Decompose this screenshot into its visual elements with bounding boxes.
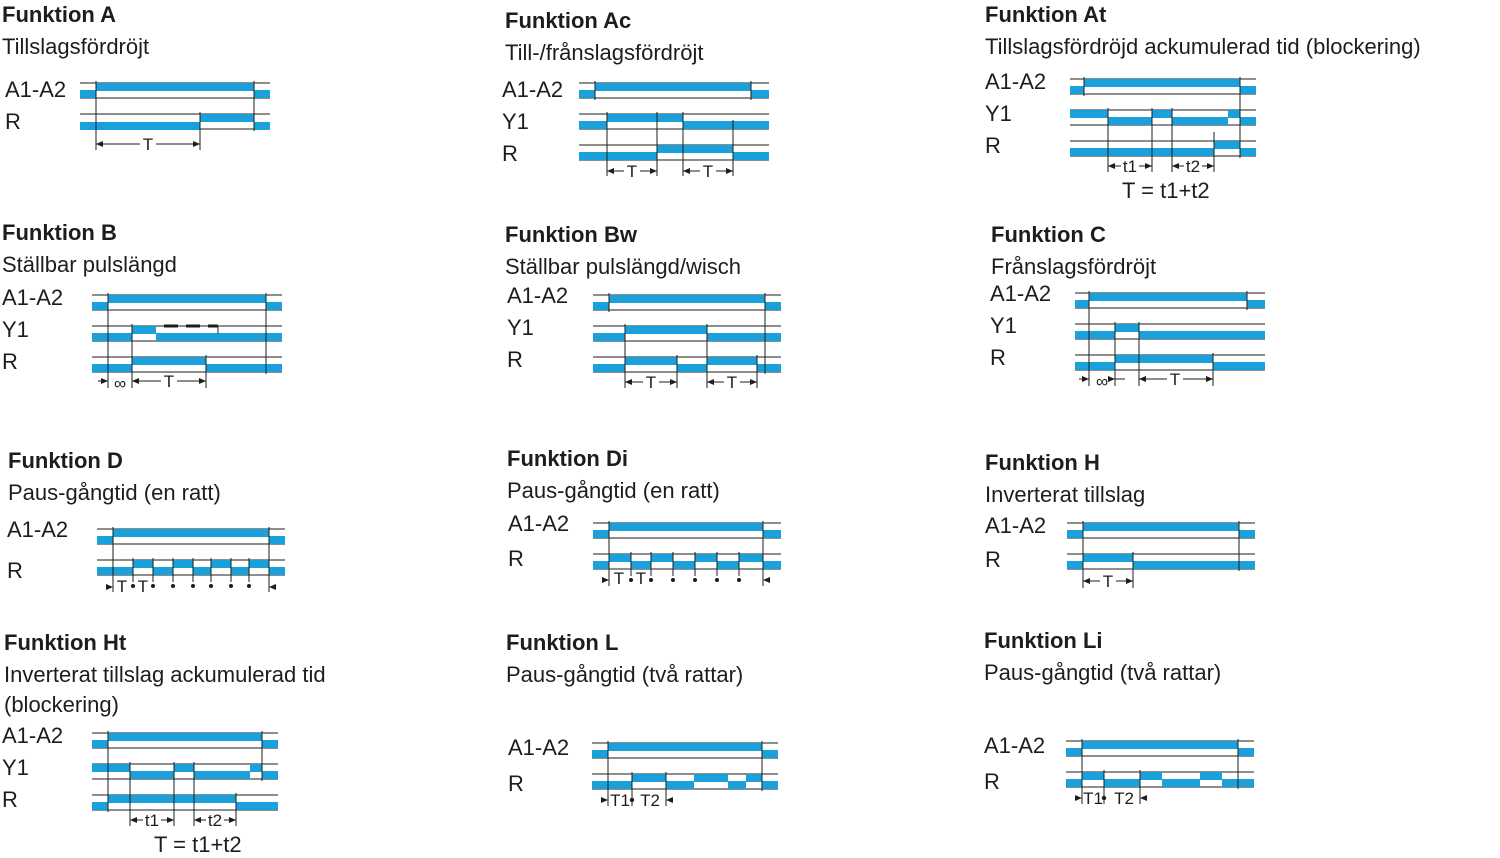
signal-label-a1a2: A1-A2 [2,723,64,748]
signal-label-y1: Y1 [507,315,534,340]
run-mark-t: T [614,569,624,588]
signal-label-a1a2: A1-A2 [990,281,1052,306]
function-title: Funktion At [985,2,1107,27]
run-mark-t: T [138,577,148,596]
function-title: Funktion A [2,2,117,27]
run-mark-t1: T1 [1083,789,1103,808]
timing-diagram: T1 T2 [592,741,778,810]
signal-label-y1: Y1 [2,755,29,780]
function-title: Funktion C [991,222,1106,247]
signal-label-r: R [7,558,23,583]
timing-diagram: ∞ T [92,293,282,393]
pause-mark-t: T [636,569,646,588]
time-equation: T = t1+t2 [1122,178,1210,203]
signal-label-a1a2: A1-A2 [508,511,570,536]
signal-label-r: R [985,547,1001,572]
function-subtitle: Tillslagsfördröjt [2,34,150,59]
pause-mark-t: T [117,577,127,596]
signal-label-a1a2: A1-A2 [507,283,569,308]
run-mark-t2: T2 [640,791,660,810]
time-equation: T = t1+t2 [154,832,242,857]
function-title: Funktion Li [984,628,1103,653]
signal-label-r: R [985,133,1001,158]
timing-diagram: T [1067,521,1255,591]
delay-mark-t: T [646,373,656,392]
function-title: Funktion H [985,450,1100,475]
delay-mark-t: T [1170,370,1180,389]
time-mark-t2: t2 [1186,157,1200,176]
infinity-mark: ∞ [114,374,126,393]
signal-label-r: R [2,787,18,812]
signal-label-r: R [508,546,524,571]
function-title: Funktion Di [507,446,628,471]
function-title: Funktion Bw [505,222,637,247]
function-title: Funktion Ht [4,630,127,655]
signal-label-a1a2: A1-A2 [985,513,1047,538]
function-title: Funktion B [2,220,117,245]
function-subtitle: Ställbar pulslängd [2,252,177,277]
signal-label-a1a2: A1-A2 [985,69,1047,94]
signal-label-y1: Y1 [985,101,1012,126]
signal-label-y1: Y1 [502,109,529,134]
function-subtitle: Paus-gångtid (två rattar) [506,662,744,687]
timing-diagram: t1 t2 [1070,77,1256,176]
timing-diagram: T T [593,293,781,392]
timing-diagram: T [80,81,270,154]
pause-mark-t1: T1 [610,791,630,810]
signal-label-a1a2: A1-A2 [502,77,564,102]
function-subtitle: Paus-gångtid (en ratt) [8,480,221,505]
function-subtitle: Ställbar pulslängd/wisch [505,254,742,279]
signal-label-y1: Y1 [2,317,29,342]
timing-diagram: ∞ T [1075,291,1265,391]
function-subtitle: Frånslagsfördröjt [991,254,1157,279]
timing-diagram: T1 T2 [1066,739,1254,808]
signal-label-r: R [502,141,518,166]
delay-mark-t: T [164,372,174,391]
function-subtitle: Tillslagsfördröjd ackumulerad tid (block… [985,34,1421,59]
delay-mark-t: T [703,162,713,181]
pause-mark-t2: T2 [1114,789,1134,808]
signal-label-r: R [5,109,21,134]
function-title: Funktion Ac [505,8,632,33]
signal-label-a1a2: A1-A2 [5,77,67,102]
timing-diagram: T T [579,81,769,181]
function-subtitle: Paus-gångtid (en ratt) [507,478,720,503]
signal-label-a1a2: A1-A2 [7,517,69,542]
signal-label-a1a2: A1-A2 [2,285,64,310]
timing-diagram: t1 t2 [92,731,278,830]
delay-mark-t: T [627,162,637,181]
function-subtitle: Till-/frånslagsfördröjt [505,40,704,65]
function-subtitle: Inverterat tillslag ackumulerad tid (blo… [4,662,326,717]
signal-label-r: R [508,771,524,796]
function-subtitle: Inverterat tillslag [985,482,1146,507]
function-subtitle: Paus-gångtid (två rattar) [984,660,1222,685]
signal-label-r: R [2,349,18,374]
function-title: Funktion D [8,448,123,473]
delay-mark-t: T [143,135,153,154]
infinity-mark: ∞ [1096,372,1108,391]
timing-diagram: T T [97,527,285,596]
timing-diagram: T T [593,521,781,588]
signal-label-a1a2: A1-A2 [984,733,1046,758]
time-mark-t2: t2 [208,811,222,830]
signal-label-r: R [507,347,523,372]
signal-label-r: R [984,769,1000,794]
function-title: Funktion L [506,630,619,655]
delay-mark-t: T [1103,572,1113,591]
time-mark-t1: t1 [145,811,159,830]
signal-label-r: R [990,345,1006,370]
delay-mark-t: T [727,373,737,392]
signal-label-a1a2: A1-A2 [508,735,570,760]
signal-label-y1: Y1 [990,313,1017,338]
time-mark-t1: t1 [1123,157,1137,176]
